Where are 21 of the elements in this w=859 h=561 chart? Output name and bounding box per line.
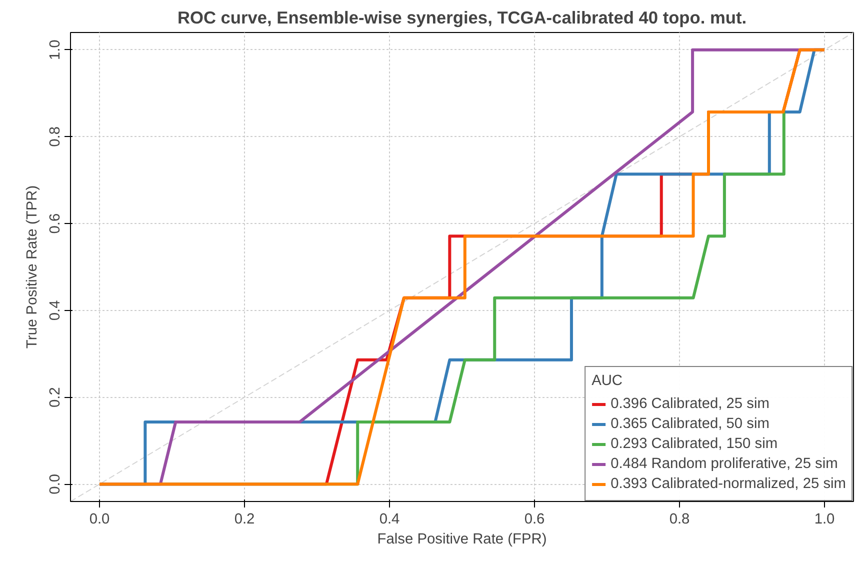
legend-label: 0.293 Calibrated, 150 sim <box>610 436 778 452</box>
x-tick-label: 0.6 <box>524 512 545 528</box>
y-tick-label: 0.4 <box>48 300 64 321</box>
y-tick-label: 0.6 <box>48 213 64 234</box>
legend-label: 0.484 Random proliferative, 25 sim <box>610 456 838 472</box>
y-tick-label: 0.8 <box>48 126 64 147</box>
y-tick-label: 1.0 <box>48 40 64 60</box>
legend-title: AUC <box>592 373 624 389</box>
x-axis-title: False Positive Rate (FPR) <box>377 532 547 548</box>
x-tick-label: 0.4 <box>379 512 400 528</box>
y-tick-label: 0.0 <box>48 474 64 494</box>
x-tick-label: 0.8 <box>669 512 690 528</box>
legend-label: 0.396 Calibrated, 25 sim <box>610 396 770 412</box>
x-tick-label: 0.0 <box>89 512 110 528</box>
y-axis-title: True Positive Rate (TPR) <box>24 185 40 349</box>
y-tick-label: 0.2 <box>48 387 64 408</box>
legend-label: 0.393 Calibrated-normalized, 25 sim <box>610 476 846 492</box>
legend-label: 0.365 Calibrated, 50 sim <box>610 416 770 432</box>
chart-title: ROC curve, Ensemble-wise synergies, TCGA-calibrated 40 topo. mut. <box>177 8 747 28</box>
x-tick-label: 1.0 <box>814 512 835 528</box>
x-tick-label: 0.2 <box>234 512 255 528</box>
